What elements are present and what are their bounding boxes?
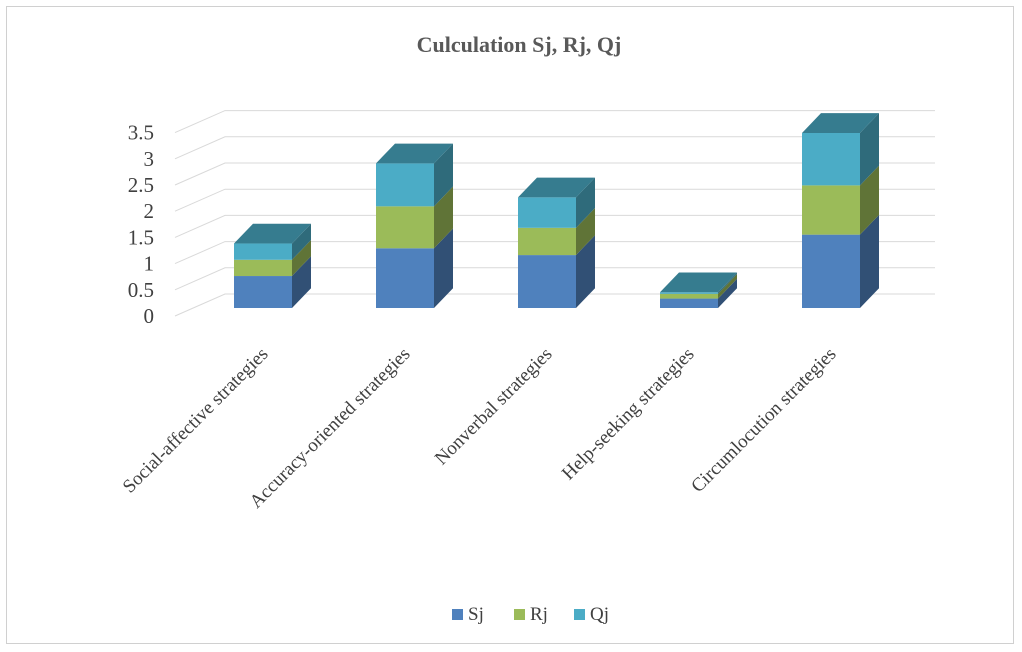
legend-label: Rj bbox=[530, 604, 548, 625]
bar-side-qj bbox=[292, 223, 311, 260]
bar-side-rj bbox=[292, 239, 311, 277]
legend-swatch bbox=[452, 609, 463, 620]
y-tick-label: 3 bbox=[144, 147, 155, 171]
bar-top bbox=[660, 272, 737, 293]
bar-side-rj bbox=[718, 274, 737, 299]
y-tick-label: 1.5 bbox=[128, 225, 154, 249]
y-tick-label: 0.5 bbox=[128, 278, 154, 302]
bar-top bbox=[802, 113, 879, 133]
bar-segment-qj bbox=[376, 163, 434, 207]
chart-frame: Culculation Sj, Rj, Qj 0 0.5 1 1.5 2 2.5 3 3.5 … bbox=[6, 6, 1014, 644]
bar-top bbox=[518, 177, 595, 198]
gridline bbox=[174, 267, 935, 291]
bar-side-sj bbox=[718, 278, 737, 308]
bar-top bbox=[234, 223, 311, 244]
bar-segment-qj bbox=[234, 243, 292, 260]
y-tick-label: 0 bbox=[144, 304, 155, 328]
legend-item-rj: Rj bbox=[514, 604, 548, 625]
legend-swatch bbox=[514, 609, 525, 620]
category-label: Help-seeking strategies bbox=[558, 344, 699, 485]
y-tick-label: 1 bbox=[144, 252, 155, 276]
bar-stack bbox=[518, 177, 595, 308]
bar-segment-qj bbox=[660, 292, 718, 294]
bar-stack bbox=[376, 143, 453, 308]
bar-segment-sj bbox=[802, 234, 860, 308]
bar-side-sj bbox=[434, 228, 453, 308]
bar-segment-rj bbox=[376, 206, 434, 249]
y-tick-label: 2.5 bbox=[128, 173, 154, 197]
bar-side-sj bbox=[576, 235, 595, 308]
bar-side-rj bbox=[576, 208, 595, 256]
category-label: Nonverbal strategies bbox=[431, 344, 557, 470]
bar-top bbox=[376, 143, 453, 164]
gridline bbox=[174, 214, 935, 238]
gridline bbox=[174, 162, 935, 186]
bar-side-rj bbox=[434, 186, 453, 249]
category-label: Social-affective strategies bbox=[119, 344, 273, 498]
bar-side-qj bbox=[860, 113, 879, 186]
bar-side-qj bbox=[434, 143, 453, 207]
gridline bbox=[174, 188, 935, 212]
bar-segment-sj bbox=[518, 255, 576, 308]
bar-side-rj bbox=[860, 165, 879, 235]
y-axis-ticks: 00.51 1.522.533.5 bbox=[128, 121, 154, 328]
y-tick-label: 3.5 bbox=[128, 121, 154, 145]
bar-side-qj bbox=[718, 272, 737, 294]
gridline bbox=[174, 241, 935, 265]
legend-label: Sj bbox=[468, 604, 484, 625]
bar-segment-qj bbox=[802, 132, 860, 186]
bar-segment-rj bbox=[234, 259, 292, 277]
legend-swatch bbox=[574, 609, 585, 620]
bar-side-sj bbox=[860, 214, 879, 308]
category-label: Circumlocution strategies bbox=[687, 344, 840, 497]
gridline bbox=[174, 110, 935, 134]
legend-label: Qj bbox=[590, 604, 609, 625]
category-labels: Social-affective strategiesAccuracy-orie… bbox=[119, 344, 841, 513]
bar-stack bbox=[660, 272, 737, 308]
gridline bbox=[174, 136, 935, 160]
legend-item-qj: Qj bbox=[574, 604, 609, 625]
bars bbox=[234, 113, 879, 308]
bar-stack bbox=[802, 113, 879, 308]
stacked-3d-bar-chart: Culculation Sj, Rj, Qj 00.511.522.533.5 … bbox=[119, 32, 935, 625]
bar-segment-sj bbox=[660, 298, 718, 308]
bar-segment-sj bbox=[376, 248, 434, 308]
legend-item-sj: Sj bbox=[452, 604, 484, 625]
bar-stack bbox=[234, 223, 311, 308]
gridlines bbox=[174, 110, 935, 317]
y-tick-label: 2 bbox=[144, 199, 155, 223]
legend: Sj Rj Qj bbox=[452, 604, 609, 625]
bar-segment-rj bbox=[802, 185, 860, 235]
bar-segment-rj bbox=[660, 293, 718, 299]
chart-title: Culculation Sj, Rj, Qj bbox=[417, 32, 622, 57]
bar-side-sj bbox=[292, 256, 311, 308]
bar-segment-rj bbox=[518, 227, 576, 256]
bar-segment-sj bbox=[234, 276, 292, 308]
category-label: Accuracy-oriented strategies bbox=[246, 344, 415, 513]
bar-side-qj bbox=[576, 177, 595, 228]
bar-segment-qj bbox=[518, 197, 576, 228]
